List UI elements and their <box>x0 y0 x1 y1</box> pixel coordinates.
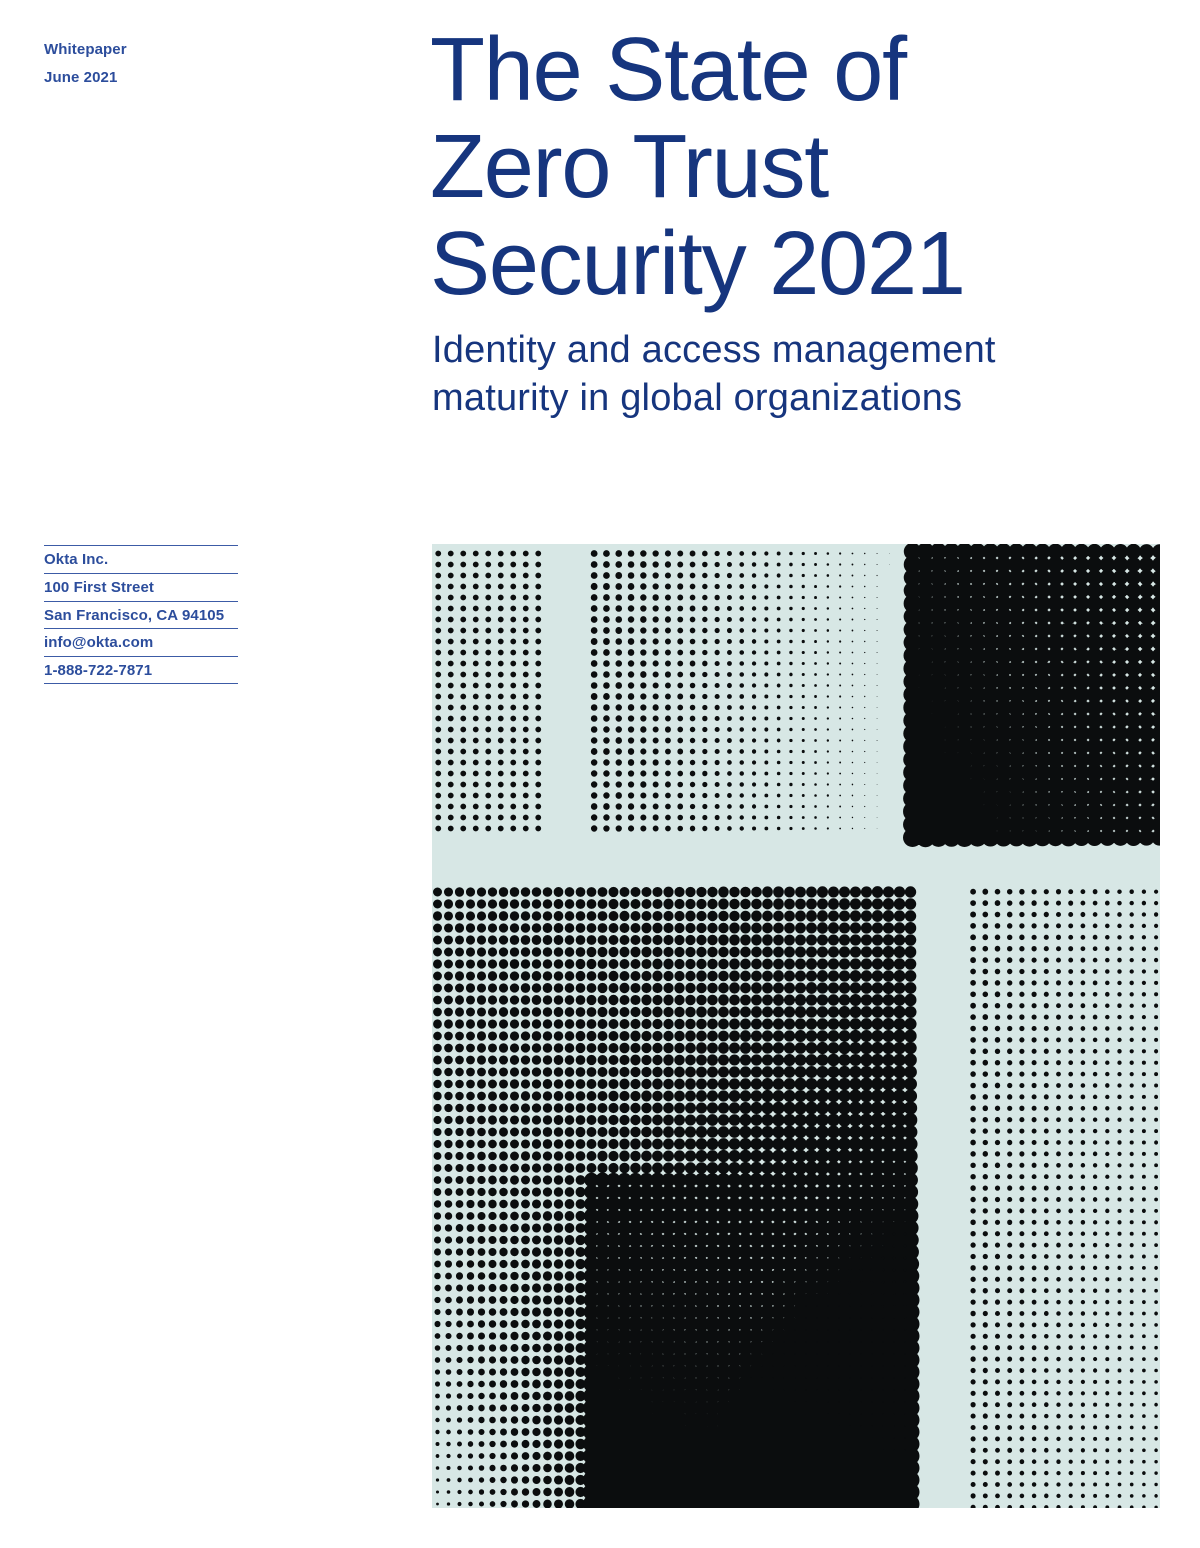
contact-company: Okta Inc. <box>44 545 238 573</box>
contact-city: San Francisco, CA 94105 <box>44 600 238 629</box>
top-right-inverse <box>903 544 1160 848</box>
contact-email: info@okta.com <box>44 628 238 656</box>
title-line-3: Security 2021 <box>430 214 966 314</box>
halftone-artwork <box>432 544 1160 1508</box>
subtitle-line-1: Identity and access management <box>432 329 996 371</box>
contact-card: Okta Inc. 100 First Street San Francisco… <box>44 545 238 684</box>
contact-street: 100 First Street <box>44 572 238 601</box>
top-left-dots <box>435 550 542 832</box>
doc-type-label: Whitepaper <box>44 41 127 58</box>
page-title: The State of Zero Trust Security 2021 <box>430 20 966 314</box>
halftone-canvas <box>432 544 1160 1508</box>
bottom-right-dots <box>970 888 1159 1508</box>
title-line-2: Zero Trust <box>430 117 829 217</box>
doc-meta: Whitepaper June 2021 <box>44 36 127 92</box>
doc-date-label: June 2021 <box>44 69 118 86</box>
subtitle-line-2: maturity in global organizations <box>432 377 963 419</box>
page-subtitle: Identity and access management maturity … <box>432 326 996 422</box>
title-line-1: The State of <box>430 20 907 120</box>
bottom-black-region <box>582 1172 919 1508</box>
top-middle-fade <box>590 550 890 832</box>
contact-phone: 1-888-722-7871 <box>44 656 238 684</box>
